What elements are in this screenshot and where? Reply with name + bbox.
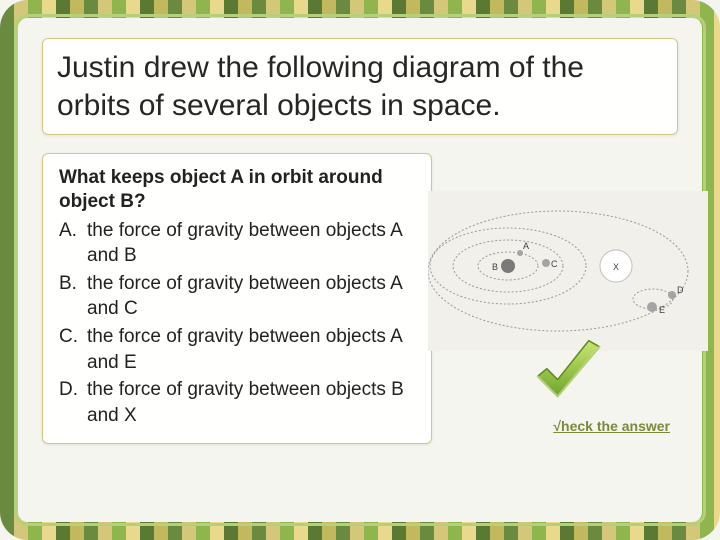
choice-b[interactable]: B. the force of gravity between objects … bbox=[59, 271, 415, 322]
question-stem: What keeps object A in orbit around obje… bbox=[59, 166, 415, 214]
slide-title: Justin drew the following diagram of the… bbox=[57, 49, 663, 124]
question-card: What keeps object A in orbit around obje… bbox=[42, 153, 432, 444]
choice-label: D. bbox=[59, 377, 87, 428]
svg-text:D: D bbox=[677, 285, 684, 295]
choice-c[interactable]: C. the force of gravity between objects … bbox=[59, 324, 415, 375]
choice-label: A. bbox=[59, 218, 87, 269]
choice-a[interactable]: A. the force of gravity between objects … bbox=[59, 218, 415, 269]
svg-text:A: A bbox=[523, 241, 529, 251]
choice-text: the force of gravity between objects A a… bbox=[87, 218, 415, 269]
slide-content: Justin drew the following diagram of the… bbox=[22, 22, 698, 518]
body-row: What keeps object A in orbit around obje… bbox=[42, 153, 678, 444]
choice-text: the force of gravity between objects B a… bbox=[87, 377, 415, 428]
check-answer-link[interactable]: √heck the answer bbox=[553, 418, 670, 434]
choice-d[interactable]: D. the force of gravity between objects … bbox=[59, 377, 415, 428]
choice-label: B. bbox=[59, 271, 87, 322]
diagram-bg bbox=[428, 191, 708, 351]
choice-text: the force of gravity between objects A a… bbox=[87, 324, 415, 375]
choice-list: A. the force of gravity between objects … bbox=[59, 218, 415, 429]
orbit-diagram: B A C X D E bbox=[428, 191, 708, 351]
choice-text: the force of gravity between objects A a… bbox=[87, 271, 415, 322]
choice-label: C. bbox=[59, 324, 87, 375]
svg-text:E: E bbox=[659, 305, 665, 315]
svg-text:X: X bbox=[613, 262, 619, 272]
svg-text:C: C bbox=[551, 259, 558, 269]
svg-text:B: B bbox=[492, 262, 498, 272]
diagram-area: BACXDE √heck the answer bbox=[438, 153, 678, 444]
checkmark-icon bbox=[528, 336, 606, 406]
title-card: Justin drew the following diagram of the… bbox=[42, 38, 678, 135]
